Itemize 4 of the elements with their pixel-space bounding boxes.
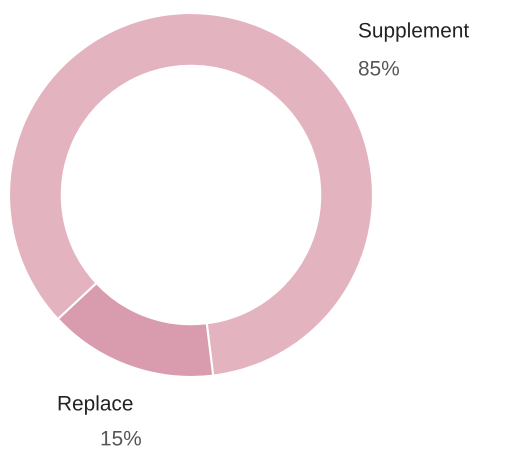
- data-label: 15%: [102, 430, 141, 446]
- slice-label: Replace: [58, 395, 133, 415]
- slice-label: Supplement: [358, 22, 470, 42]
- data-label: 85%: [358, 60, 399, 76]
